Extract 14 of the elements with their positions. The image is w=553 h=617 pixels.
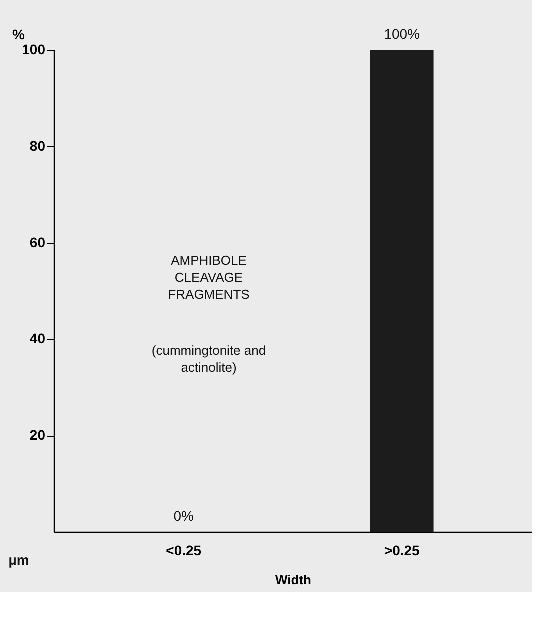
annotation: AMPHIBOLE CLEAVAGE FRAGMENTS bbox=[168, 253, 250, 302]
y-tick-label: 20 bbox=[30, 427, 46, 444]
data-label: 100% bbox=[384, 26, 420, 42]
y-tick-label: 80 bbox=[30, 138, 46, 154]
x-tick-label: <0.25 bbox=[166, 542, 202, 558]
y-tick-label: 40 bbox=[30, 330, 46, 347]
x-tick-label: >0.25 bbox=[384, 542, 420, 558]
annotation: (cummingtonite and actinolite) bbox=[152, 343, 266, 375]
text: µm bbox=[8, 552, 30, 568]
y-tick-label: 60 bbox=[30, 234, 46, 250]
y-tick-label: 100 bbox=[22, 42, 46, 58]
data-label: 0% bbox=[174, 508, 194, 524]
y-axis-title: % bbox=[12, 26, 26, 42]
x-axis-title: Width bbox=[276, 572, 312, 588]
